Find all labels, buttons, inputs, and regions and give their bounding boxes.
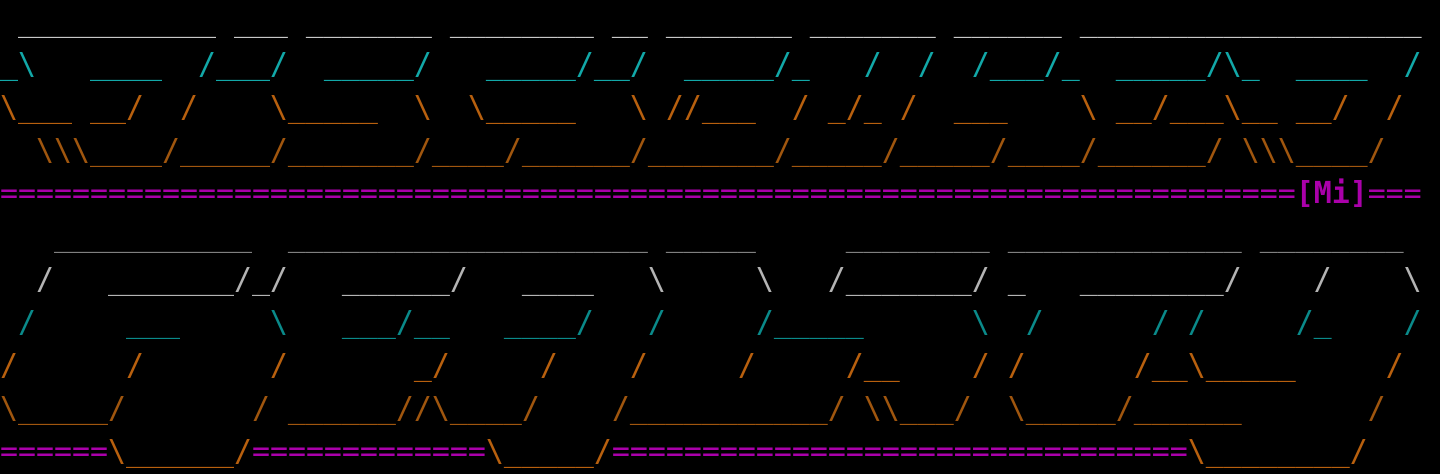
ascii-art-segment: \_____/ (485, 434, 612, 469)
ascii-art-segment: ====== (0, 434, 108, 469)
ascii-art-line: / / / _/ / / / /__ / / /__\_____ / (0, 344, 1440, 387)
author-tag: [Mi] (1295, 176, 1368, 211)
ascii-art-line: ___________ ___ _______ ________ __ ____… (0, 0, 1440, 43)
ascii-art-segment: \________/ (1187, 434, 1368, 469)
ascii-art-line: / ___ \ ___/__ ____/ / /_____ \ / / / /_… (0, 301, 1440, 344)
ascii-divider-line: ======\______/=============\_____/======… (0, 430, 1440, 473)
ascii-art-segment: / ___ \ ___/__ ____/ / /_____ \ / / / /_… (0, 305, 1422, 340)
ascii-divider-line: ========================================… (0, 172, 1440, 215)
ascii-art-segment: \______/ (107, 434, 252, 469)
ascii-art-segment: ___________ ___ _______ ________ __ ____… (0, 4, 1422, 39)
ascii-art-segment: ============= (251, 434, 486, 469)
ascii-art-segment: ___________ ____________________ _____ _… (0, 219, 1404, 254)
ascii-art-segment: \___ __/ / \_____ \ \_____ \ //___ / _/_… (0, 90, 1404, 125)
ascii-art-line: \___ __/ / \_____ \ \_____ \ //___ / _/_… (0, 86, 1440, 129)
ascii-art-line: \_____/ / ______//\____/ /___________/ \… (0, 387, 1440, 430)
ascii-art-segment: ========================================… (0, 176, 1296, 211)
ascii-art-segment: _\ ____ /___/ _____/ _____/__/ _____/_ /… (0, 47, 1422, 82)
ascii-art-segment: / / / _/ / / / /__ / / /__\_____ / (0, 348, 1404, 383)
ascii-art-line: / _______/_/ ______/ ____ \ \ /_______/ … (0, 258, 1440, 301)
ascii-art-segment: / _______/_/ ______/ ____ \ \ /_______/ … (0, 262, 1422, 297)
ascii-art-segment: \\\____/_____/_______/____/______/______… (0, 133, 1386, 168)
ascii-art-segment: ================================ (611, 434, 1188, 469)
ascii-art-line: _\ ____ /___/ _____/ _____/__/ _____/_ /… (0, 43, 1440, 86)
ascii-art-segment: === (1367, 176, 1422, 211)
ascii-art-line: ___________ ____________________ _____ _… (0, 215, 1440, 258)
ascii-art-line: \\\____/_____/_______/____/______/______… (0, 129, 1440, 172)
ascii-art-segment: \_____/ / ______//\____/ /___________/ \… (0, 391, 1386, 426)
